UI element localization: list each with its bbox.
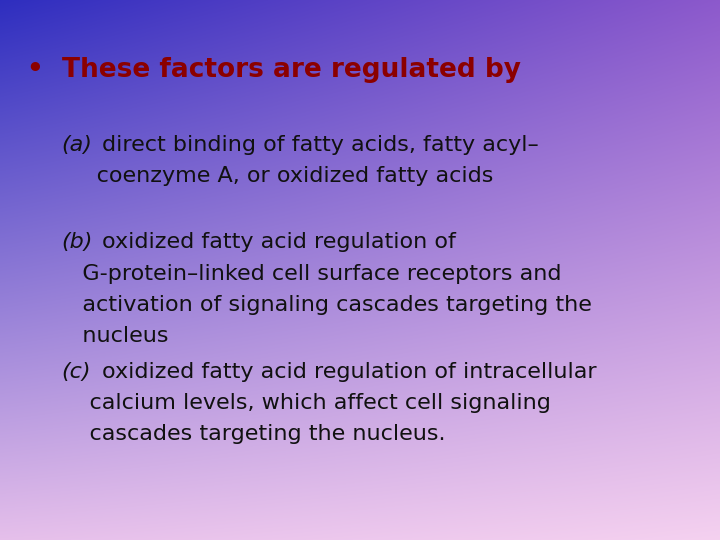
Text: cascades targeting the nucleus.: cascades targeting the nucleus.: [61, 424, 446, 444]
Text: coenzyme A, or oxidized fatty acids: coenzyme A, or oxidized fatty acids: [61, 166, 494, 186]
Text: (b): (b): [61, 232, 93, 252]
Text: •  These factors are regulated by: • These factors are regulated by: [27, 57, 521, 83]
Text: (a): (a): [61, 135, 92, 155]
Text: calcium levels, which affect cell signaling: calcium levels, which affect cell signal…: [61, 393, 551, 413]
Text: (c): (c): [61, 362, 91, 382]
Text: oxidized fatty acid regulation of: oxidized fatty acid regulation of: [102, 232, 456, 252]
Text: G-protein–linked cell surface receptors and: G-protein–linked cell surface receptors …: [61, 264, 562, 284]
Text: oxidized fatty acid regulation of intracellular: oxidized fatty acid regulation of intrac…: [102, 362, 597, 382]
Text: direct binding of fatty acids, fatty acyl–: direct binding of fatty acids, fatty acy…: [102, 135, 539, 155]
Text: nucleus: nucleus: [61, 326, 168, 346]
Text: activation of signaling cascades targeting the: activation of signaling cascades targeti…: [61, 295, 592, 315]
